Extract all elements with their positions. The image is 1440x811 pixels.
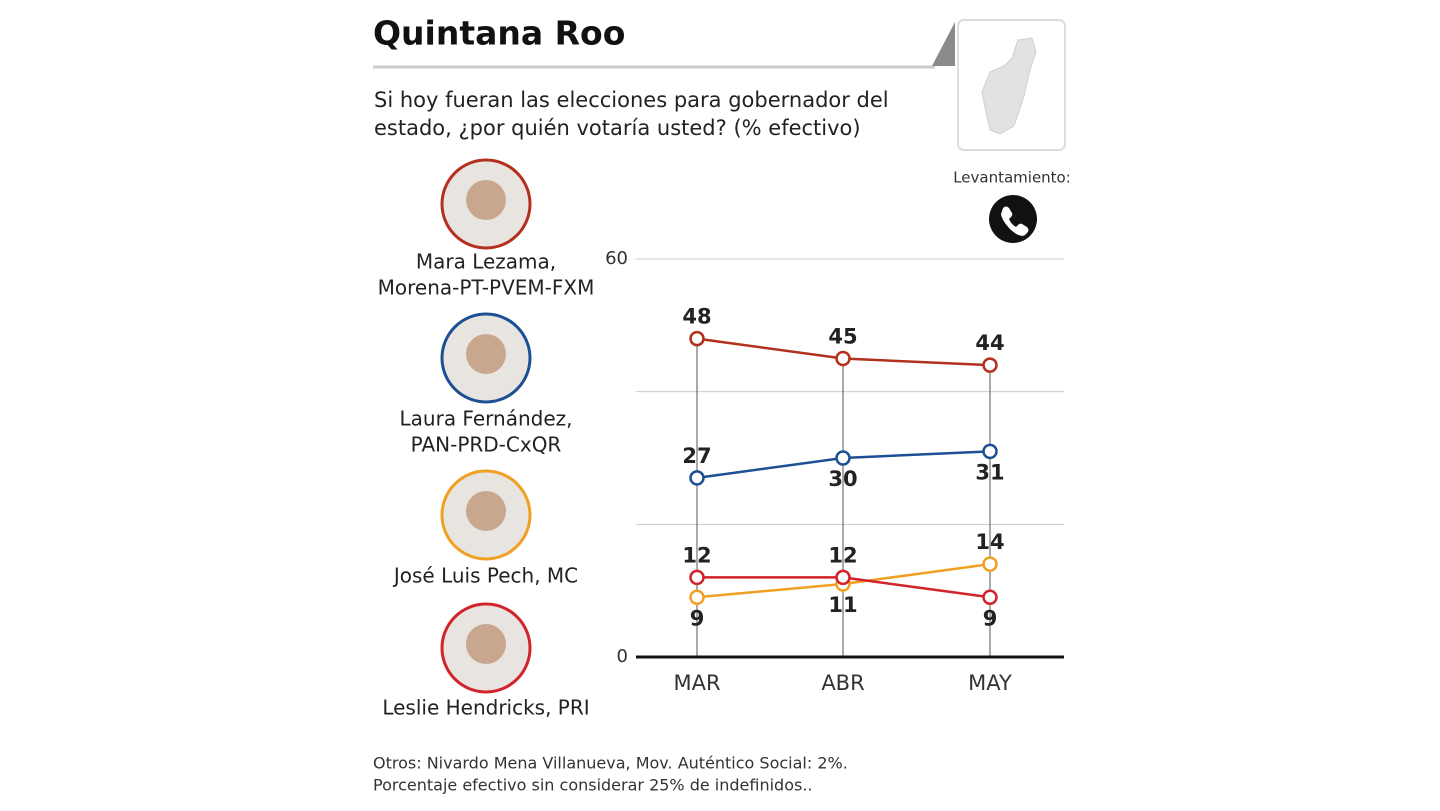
data-label: 27 (682, 444, 711, 468)
note: Otros: Nivardo Mena Villanueva, Mov. Aut… (373, 754, 848, 773)
point (982, 589, 998, 606)
point (982, 357, 998, 373)
legend-label: Leslie Hendricks, PRI (382, 696, 589, 720)
legend-label: Laura Fernández, (400, 407, 573, 431)
photo-head (466, 624, 506, 664)
subtitle: Si hoy fueran las elecciones para gobern… (374, 88, 889, 140)
data-label: 30 (828, 467, 857, 491)
chart-title: Quintana Roo (373, 14, 625, 53)
point (689, 330, 705, 347)
corner-triangle (932, 22, 955, 66)
phone-icon (989, 195, 1037, 243)
y-tick-label: 0 (617, 646, 628, 667)
data-label: 11 (828, 593, 857, 617)
data-label: 14 (975, 530, 1004, 554)
data-label: 45 (828, 325, 857, 349)
data-label: 12 (828, 543, 857, 567)
data-label: 31 (975, 460, 1004, 484)
point (982, 443, 998, 460)
point (835, 569, 851, 586)
point (689, 470, 705, 486)
photo-head (466, 334, 506, 374)
legend-label: Morena-PT-PVEM-FXM (378, 276, 595, 300)
point (835, 350, 851, 367)
phone-glyph (1001, 206, 1029, 236)
data-label: 12 (682, 543, 711, 567)
photo-head (466, 491, 506, 531)
point (835, 450, 851, 466)
survey-label: Levantamiento: (953, 169, 1071, 187)
x-tick-label: MAY (968, 671, 1012, 695)
point (689, 589, 705, 606)
note: Porcentaje efectivo sin considerar 25% d… (373, 776, 813, 795)
x-tick-label: MAR (673, 671, 720, 695)
point (689, 569, 705, 586)
legend-label: PAN-PRD-CxQR (411, 433, 562, 457)
data-label: 48 (682, 305, 711, 329)
data-label: 44 (975, 331, 1004, 355)
point (982, 556, 998, 572)
photo-head (466, 180, 506, 220)
legend-label: Mara Lezama, (416, 250, 556, 274)
data-label: 9 (983, 606, 998, 630)
legend-label: José Luis Pech, MC (392, 564, 578, 588)
x-tick-label: ABR (821, 671, 864, 695)
y-tick-label: 60 (605, 248, 628, 269)
data-label: 9 (690, 606, 705, 630)
state-map (981, 37, 1037, 135)
